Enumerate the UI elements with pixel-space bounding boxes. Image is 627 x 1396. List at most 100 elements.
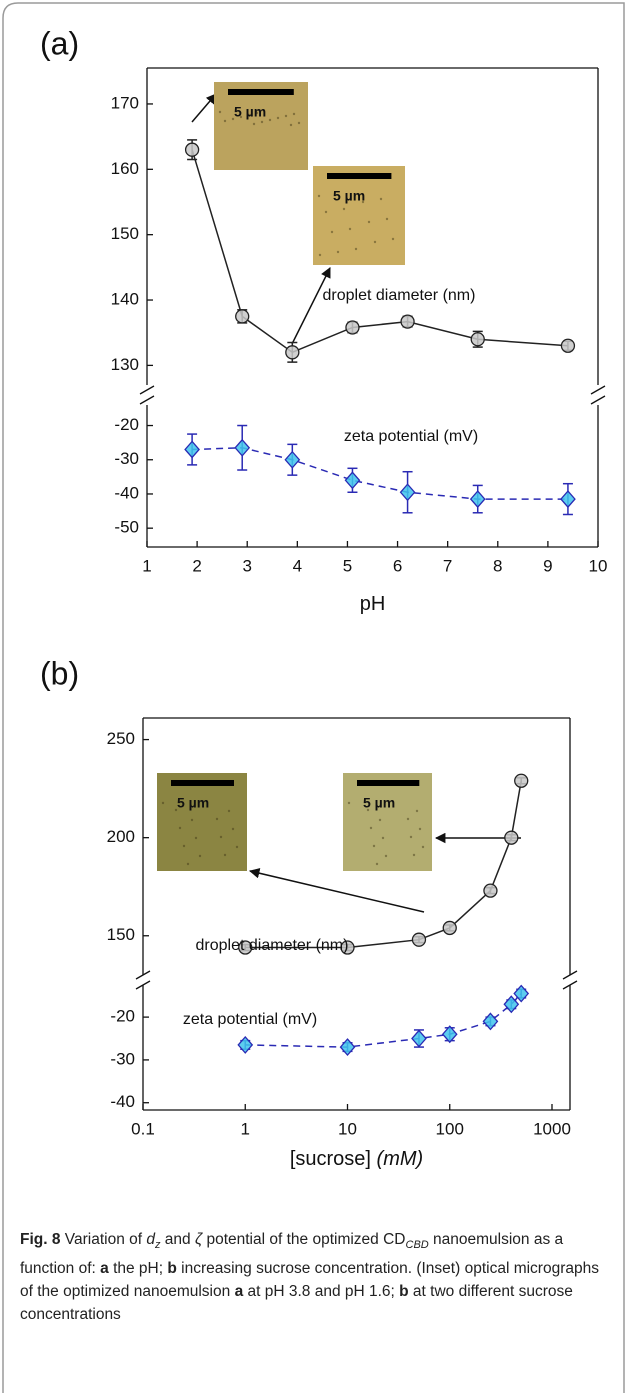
caption-text: d [146, 1231, 155, 1248]
series-label: zeta potential (mV) [344, 428, 478, 445]
inset-speck [289, 123, 293, 127]
inset-speck [409, 835, 413, 839]
caption-text: and [160, 1231, 195, 1248]
inset-speck [178, 826, 182, 830]
inset-speck [284, 114, 288, 118]
y-tick-label: 200 [107, 827, 135, 846]
y-tick-label: -40 [110, 1092, 135, 1111]
inset-speck [231, 827, 235, 831]
panel-label: (a) [40, 25, 79, 61]
point [235, 309, 250, 324]
axis-break [562, 980, 578, 990]
inset-speck [369, 826, 373, 830]
point [411, 1029, 427, 1048]
point [238, 940, 253, 955]
inset-speck [372, 844, 376, 848]
inset-image [214, 82, 308, 170]
point [339, 1038, 356, 1057]
caption-text: at two different sucrose concentrations [20, 1283, 573, 1324]
axis-break [135, 980, 151, 990]
point [503, 995, 520, 1014]
x-tick-label: 0.1 [131, 1119, 155, 1138]
axis-break [562, 970, 578, 980]
inset-speck [235, 845, 239, 849]
axis-break [590, 395, 606, 405]
scale-bar [357, 780, 420, 786]
inset-speck [239, 115, 243, 119]
y-tick-label: 130 [111, 355, 139, 374]
inset-speck [418, 827, 422, 831]
inset-speck [354, 247, 358, 251]
inset-speck [378, 818, 382, 822]
inset-speck [223, 853, 227, 857]
inset-speck [381, 836, 385, 840]
point [285, 345, 300, 360]
inset-speck [421, 845, 425, 849]
caption-text: Variation of [60, 1231, 147, 1248]
x-tick-label: 100 [436, 1119, 464, 1138]
caption-text: CBD [405, 1239, 429, 1252]
inset-speck [406, 817, 410, 821]
inset-speck [391, 237, 395, 241]
x-tick-label: 7 [443, 556, 452, 575]
axis-break [590, 385, 606, 395]
inset-speck [324, 210, 328, 214]
inset-speck [367, 220, 371, 224]
inset-speck [268, 118, 272, 122]
point [411, 932, 427, 947]
caption-text: the pH; [108, 1260, 168, 1278]
caption-text: Fig. 8 [20, 1231, 61, 1248]
inset-speck [252, 122, 256, 126]
inset-speck [361, 200, 365, 204]
inset-speck [379, 197, 383, 201]
y-tick-label: 150 [111, 224, 139, 243]
x-tick-label: 10 [338, 1119, 357, 1138]
caption-text: b [399, 1283, 409, 1301]
caption-text: ζ [194, 1231, 203, 1248]
x-tick-label: 10 [589, 556, 608, 575]
inset-speck [292, 112, 296, 116]
point [469, 490, 486, 509]
inset-speck [317, 194, 321, 198]
caption: Fig. 8 Variation of dz and ζ potential o… [20, 1228, 612, 1326]
inset-speck [415, 809, 419, 813]
x-tick-label: 1000 [533, 1119, 571, 1138]
y-tick-label: -30 [114, 449, 139, 468]
point [400, 314, 415, 329]
x-tick-label: 3 [242, 556, 251, 575]
y-tick-label: -40 [114, 483, 139, 502]
inset-speck [385, 217, 389, 221]
x-tick-label: 2 [192, 556, 201, 575]
point [483, 883, 498, 898]
x-axis-label-unit: (mM) [377, 1148, 424, 1170]
point [344, 471, 361, 490]
x-tick-label: 6 [393, 556, 402, 575]
axis-break [139, 395, 155, 405]
point [399, 483, 416, 502]
inset-speck [336, 250, 340, 254]
point [504, 830, 519, 845]
inset-speck [186, 862, 190, 866]
x-tick-label: 1 [241, 1119, 250, 1138]
inset-speck [194, 836, 198, 840]
inset-speck [330, 230, 334, 234]
point [482, 1012, 499, 1031]
arrow [291, 267, 331, 345]
caption-text: a [234, 1283, 244, 1301]
x-tick-label: 1 [142, 556, 151, 575]
inset-speck [297, 121, 301, 125]
panel-label: (b) [40, 655, 79, 691]
scale-bar-label: 5 µm [363, 795, 395, 811]
y-tick-label: 250 [107, 729, 135, 748]
series-line [192, 447, 568, 500]
y-tick-label: -30 [110, 1049, 135, 1068]
inset-speck [231, 117, 235, 121]
point [340, 940, 355, 955]
scale-bar [327, 173, 392, 179]
point [184, 440, 200, 459]
point [514, 773, 529, 788]
axis-break [135, 970, 151, 980]
caption-text: nanoemulsion as a function of: [20, 1231, 564, 1278]
